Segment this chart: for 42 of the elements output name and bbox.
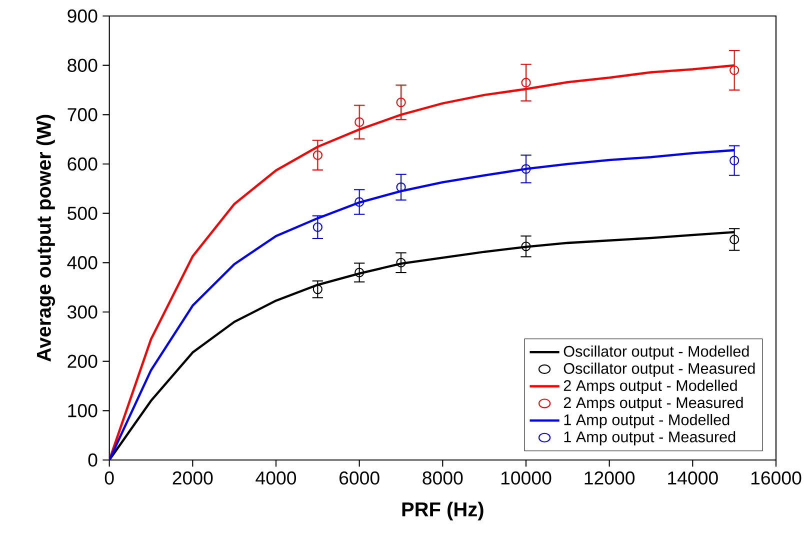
x-axis-title: PRF (Hz) [402,502,484,521]
point [730,156,740,166]
point [354,117,364,128]
point [396,98,406,108]
y-tick-label: 100 [68,404,98,418]
point [396,182,406,192]
x-tick-label: 0 [104,472,114,485]
point [521,242,531,252]
y-tick-label: 600 [68,158,98,171]
x-tick-label: 4000 [256,472,296,485]
point [396,258,406,268]
x-tick-label: 6000 [340,472,380,485]
legend-label: 1 Amp output - Modelled [564,414,730,428]
y-tick-label: 500 [68,206,98,220]
point [730,66,740,76]
legend-label: 2 Amps output - Measured [564,397,743,412]
legend-label: Oscillator output - Measured [564,362,755,378]
y-tick-label: 700 [68,108,98,122]
y-axis-title: Average output power (W) [36,115,55,362]
x-tick-label: 12000 [584,472,635,485]
x-tick-label: 8000 [422,472,463,485]
point [312,222,322,232]
y-tick-label: 200 [68,354,98,368]
x-tick-label: 10000 [501,472,552,485]
legend-label: 2 Amps output - Modelled [564,380,737,394]
point [521,78,531,88]
legend-label: Oscillator output - Modelled [564,346,749,360]
point [312,150,322,160]
legend-label: 1 Amp output - Measured [564,431,736,446]
point [354,268,364,278]
y-tick-label: 0 [88,454,98,467]
x-tick-label: 16000 [751,472,802,485]
point [312,284,322,294]
y-tick-label: 900 [68,10,98,23]
point [354,197,364,207]
x-tick-label: 2000 [172,472,213,485]
x-tick-label: 14000 [668,472,718,485]
point [730,234,740,244]
point [521,164,531,174]
y-tick-label: 300 [68,306,98,319]
y-tick-label: 400 [67,256,98,270]
y-tick-label: 800 [68,58,98,72]
